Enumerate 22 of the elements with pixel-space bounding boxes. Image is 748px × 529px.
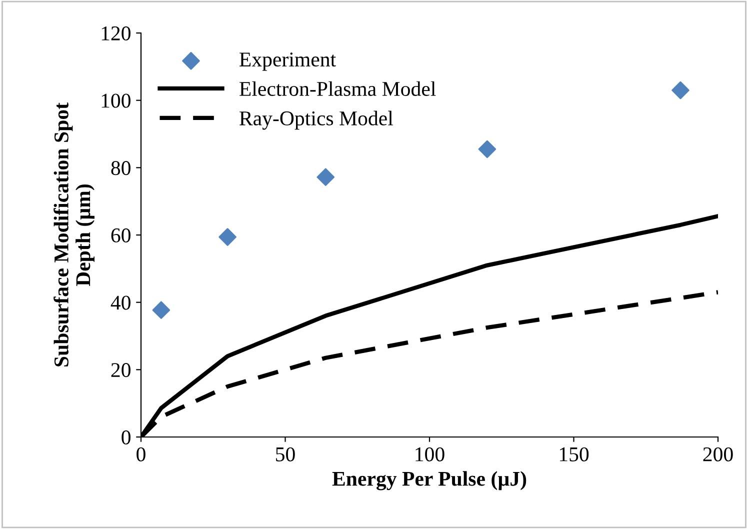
y-tick-label: 60 bbox=[111, 228, 130, 242]
y-tick-label: 80 bbox=[111, 161, 130, 176]
y-axis-title: Subsurface Modification Spot Depth (µm) bbox=[54, 102, 94, 366]
legend-label: Electron-Plasma Model bbox=[240, 81, 436, 96]
point bbox=[218, 228, 236, 246]
legend-label: Ray-Optics Model bbox=[240, 110, 393, 130]
legend-label: Experiment bbox=[240, 52, 336, 71]
x-axis-title: Energy Per Pulse (µJ) bbox=[332, 471, 526, 490]
point bbox=[316, 168, 335, 186]
point bbox=[672, 81, 690, 100]
point bbox=[152, 301, 170, 319]
y-tick-label: 120 bbox=[102, 26, 130, 40]
x-tick-label: 100 bbox=[416, 447, 444, 462]
x-tick-label: 0 bbox=[136, 447, 146, 462]
point bbox=[478, 140, 496, 158]
y-tick-label: 20 bbox=[111, 363, 130, 378]
y-tick-label: 0 bbox=[122, 430, 130, 444]
y-tick-label: 100 bbox=[102, 94, 130, 108]
x-tick-label: 150 bbox=[560, 447, 589, 462]
x-tick-label: 50 bbox=[276, 447, 295, 462]
x-tick-label: 200 bbox=[703, 447, 733, 462]
y-tick-label: 40 bbox=[110, 296, 130, 310]
